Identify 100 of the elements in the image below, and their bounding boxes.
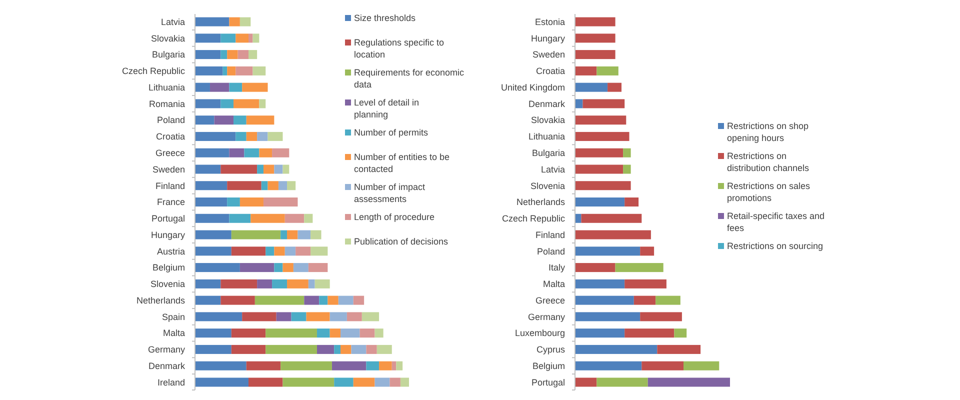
legend-label: Restrictions on distribution channels (727, 151, 810, 173)
bar (195, 116, 214, 125)
bar (195, 312, 242, 322)
bar (274, 263, 283, 272)
y-tick-label: France (156, 197, 185, 208)
y-tick-label: Bulgaria (532, 148, 565, 158)
bar (238, 50, 248, 60)
bar (195, 328, 232, 338)
bar (575, 246, 640, 256)
bar (259, 148, 272, 158)
bar (195, 66, 223, 76)
bar (280, 230, 288, 240)
bar (310, 230, 322, 240)
bar (596, 378, 648, 387)
bar (195, 263, 240, 272)
y-tick-label: Finland (155, 180, 185, 191)
bar (304, 296, 320, 305)
bar (340, 344, 352, 354)
bar (310, 246, 328, 256)
bar (624, 279, 666, 288)
bar (246, 132, 258, 141)
bar (575, 312, 640, 322)
bar (250, 214, 285, 223)
y-tick-label: Slovenia (530, 180, 565, 191)
bar (353, 296, 364, 305)
y-tick-label: Slovenia (150, 279, 185, 290)
bar (274, 164, 283, 174)
bar (575, 296, 634, 305)
y-tick-label: Germany (528, 312, 566, 322)
bar (334, 344, 341, 354)
bar (246, 116, 274, 125)
bar (195, 50, 221, 60)
y-tick-label: Slovakia (530, 115, 565, 126)
bar (236, 34, 248, 43)
legend-label: Number of impact assessments (354, 182, 426, 204)
legend-label: Requirements for economic data (354, 68, 465, 90)
y-tick-label: Denmark (148, 360, 186, 371)
bar (575, 66, 597, 76)
y-tick-label: Sweden (532, 50, 565, 60)
bar (227, 66, 236, 76)
bar (276, 312, 292, 322)
bar (242, 82, 268, 92)
bar (231, 246, 266, 256)
bar (575, 34, 616, 43)
legend-label: Regulations specific to location (354, 38, 444, 60)
y-tick-label: Greece (155, 148, 185, 158)
bar (615, 263, 664, 272)
bar (575, 148, 624, 158)
bar (266, 328, 317, 338)
bar (220, 279, 258, 288)
bar (648, 378, 730, 387)
bar (244, 148, 260, 158)
bar (400, 378, 409, 387)
bar (306, 312, 330, 322)
bar (246, 361, 281, 370)
y-tick-label: Austria (156, 246, 185, 256)
bar (195, 99, 221, 108)
bar (624, 197, 639, 207)
bar (362, 312, 380, 322)
bar (351, 344, 366, 354)
bar (656, 296, 680, 305)
bar (657, 344, 701, 354)
bar (291, 312, 306, 322)
legend-label: Publication of decisions (354, 236, 449, 246)
bar (252, 66, 266, 76)
bar (319, 296, 328, 305)
y-tick-label: Bulgaria (152, 50, 185, 60)
bar (195, 246, 232, 256)
bar (195, 296, 221, 305)
y-tick-label: Hungary (530, 33, 566, 44)
bar (254, 296, 304, 305)
bar (195, 132, 236, 141)
bar (376, 344, 392, 354)
bar (575, 263, 616, 272)
bar (231, 344, 266, 354)
bar (575, 181, 631, 190)
y-tick-label: Netherlands (136, 295, 186, 306)
bar (282, 164, 290, 174)
y-tick-label: Hungary (150, 230, 186, 240)
y-tick-label: Finland (535, 230, 565, 240)
bar (268, 132, 283, 141)
bar (229, 148, 244, 158)
bar (252, 34, 260, 43)
bar (581, 214, 642, 223)
bar (575, 99, 583, 108)
bar (263, 164, 274, 174)
bar (338, 296, 354, 305)
y-tick-label: Poland (156, 115, 185, 126)
bar (229, 214, 251, 223)
bar (195, 148, 230, 158)
bar (330, 328, 341, 338)
bar (195, 164, 221, 174)
bar (674, 328, 687, 338)
bar (257, 164, 264, 174)
bar (231, 328, 266, 338)
bar (640, 312, 682, 322)
bar (623, 164, 631, 174)
y-tick-label: Malta (162, 328, 185, 338)
bar (366, 361, 380, 370)
bar (640, 246, 654, 256)
